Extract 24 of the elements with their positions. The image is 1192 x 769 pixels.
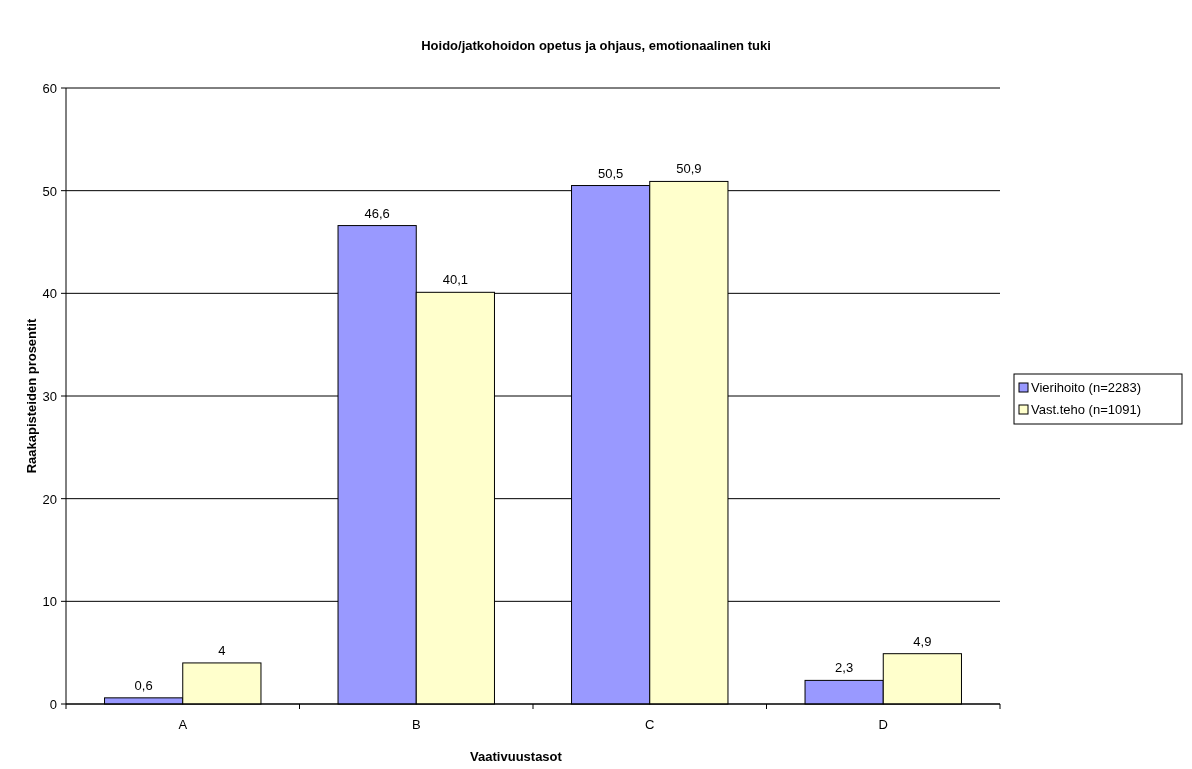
y-tick-label: 50	[42, 183, 57, 199]
data-label: 46,6	[364, 205, 390, 221]
y-axis-title: Raakapisteiden prosentit	[24, 318, 39, 474]
data-label: 40,1	[442, 272, 469, 288]
x-tick-label: C	[645, 717, 655, 732]
data-label: 0,6	[134, 677, 153, 693]
y-tick-label: 60	[42, 81, 57, 96]
y-tick-label: 30	[42, 389, 57, 404]
x-tick-label: D	[878, 717, 888, 732]
data-label: 50,9	[676, 161, 702, 177]
legend-label: Vast.teho (n=1091)	[1031, 402, 1141, 417]
y-tick-label: 40	[42, 286, 57, 302]
data-label: 2,3	[835, 660, 854, 676]
y-tick-label: 10	[42, 594, 57, 610]
y-tick-label: 20	[42, 491, 57, 507]
legend-label: Vierihoito (n=2283)	[1031, 380, 1141, 395]
x-axis-title: Vaativuustasot	[470, 749, 563, 764]
chart-title: Hoido/jatkohoidon opetus ja ohjaus, emotionaalinen tuki	[421, 38, 771, 53]
y-tick-label: 0	[49, 697, 57, 712]
x-tick-label: A	[178, 717, 188, 732]
data-label: 4	[218, 642, 226, 658]
data-label: 4,9	[913, 633, 932, 649]
x-tick-label: B	[411, 717, 421, 732]
data-label: 50,5	[597, 165, 624, 181]
